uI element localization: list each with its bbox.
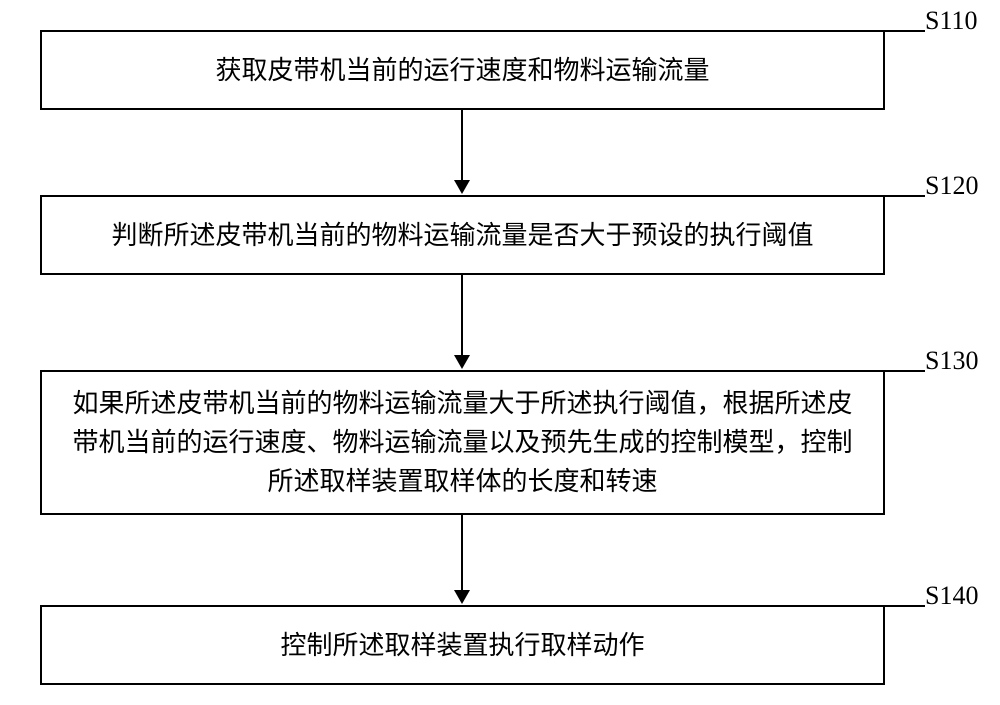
step-text: 获取皮带机当前的运行速度和物料运输流量 (215, 51, 709, 90)
arrow-head-icon (454, 180, 470, 194)
step-label-s120: S120 (925, 171, 978, 201)
arrow-line (461, 110, 463, 180)
arrow-head-icon (454, 355, 470, 369)
arrow-line (461, 275, 463, 355)
step-label-s110: S110 (925, 6, 978, 36)
label-connector (885, 195, 925, 197)
step-box-s140: 控制所述取样装置执行取样动作 (40, 605, 885, 685)
step-box-s130: 如果所述皮带机当前的物料运输流量大于所述执行阈值，根据所述皮带机当前的运行速度、… (40, 370, 885, 515)
step-text: 判断所述皮带机当前的物料运输流量是否大于预设的执行阈值 (111, 216, 813, 255)
arrow-line (461, 515, 463, 590)
step-box-s120: 判断所述皮带机当前的物料运输流量是否大于预设的执行阈值 (40, 195, 885, 275)
step-text: 控制所述取样装置执行取样动作 (280, 626, 644, 665)
arrow-head-icon (454, 590, 470, 604)
label-connector (885, 30, 925, 32)
label-connector (885, 370, 925, 372)
step-label-s140: S140 (925, 581, 978, 611)
step-label-s130: S130 (925, 346, 978, 376)
step-text: 如果所述皮带机当前的物料运输流量大于所述执行阈值，根据所述皮带机当前的运行速度、… (62, 384, 863, 501)
flowchart-canvas: 获取皮带机当前的运行速度和物料运输流量 S110 判断所述皮带机当前的物料运输流… (0, 0, 1000, 705)
label-connector (885, 605, 925, 607)
step-box-s110: 获取皮带机当前的运行速度和物料运输流量 (40, 30, 885, 110)
